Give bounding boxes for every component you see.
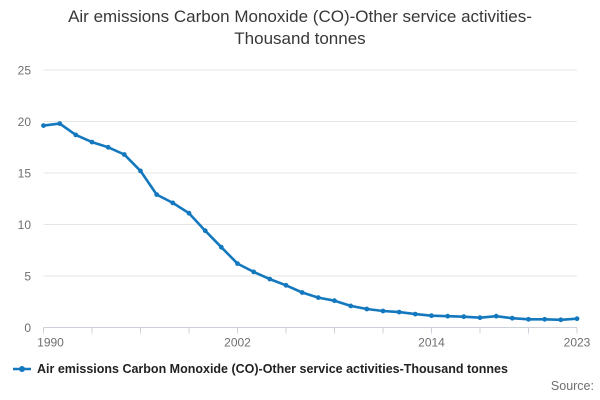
plot-area: 0 5 10 15 20 25 1990 2002 2014 2023 [18, 64, 591, 350]
data-point[interactable] [380, 308, 386, 314]
y-axis-tick-label: 25 [18, 64, 32, 78]
data-point[interactable] [267, 276, 273, 282]
data-point[interactable] [396, 309, 402, 315]
data-point[interactable] [526, 316, 531, 322]
data-point[interactable] [89, 139, 95, 145]
y-axis-tick-label: 15 [18, 167, 32, 181]
data-point[interactable] [542, 316, 548, 322]
data-point[interactable] [315, 295, 321, 300]
data-point[interactable] [332, 298, 337, 304]
x-axis-tick-label: 2002 [224, 336, 251, 350]
y-axis-tick-label: 10 [18, 218, 32, 232]
chart-title: Air emissions Carbon Monoxide (CO)-Other… [0, 6, 600, 50]
x-axis-tick-label: 1990 [37, 336, 64, 350]
y-axis-tick-label: 20 [18, 115, 32, 129]
data-point[interactable] [138, 168, 143, 174]
data-point[interactable] [412, 311, 418, 317]
data-point[interactable] [186, 210, 192, 216]
data-point[interactable] [493, 313, 499, 319]
data-point[interactable] [57, 121, 63, 126]
data-point[interactable] [105, 144, 111, 150]
data-point[interactable] [73, 132, 79, 138]
data-point[interactable] [348, 303, 354, 309]
x-axis-tick-label: 2014 [418, 336, 445, 350]
y-axis-tick-label: 5 [24, 270, 31, 284]
series-line[interactable] [42, 122, 579, 322]
data-point[interactable] [509, 315, 515, 321]
data-point[interactable] [445, 313, 451, 319]
data-point[interactable] [170, 200, 176, 206]
data-point[interactable] [218, 244, 224, 250]
data-point[interactable] [574, 316, 580, 322]
data-point[interactable] [154, 192, 160, 198]
data-point[interactable] [235, 261, 240, 266]
data-point[interactable] [41, 123, 46, 128]
legend-line-marker-icon [13, 366, 31, 372]
data-point[interactable] [251, 269, 257, 275]
source-label: Source: [550, 379, 594, 393]
data-point[interactable] [429, 313, 434, 319]
data-point[interactable] [461, 314, 467, 320]
data-point[interactable] [558, 317, 564, 323]
data-point[interactable] [299, 290, 305, 295]
chart-title-text: Air emissions Carbon Monoxide (CO)-Other… [68, 7, 532, 48]
x-axis-tick-label: 2023 [564, 336, 591, 350]
y-axis-tick-label: 0 [24, 321, 31, 335]
data-point[interactable] [364, 306, 370, 312]
legend-label: Air emissions Carbon Monoxide (CO)-Other… [37, 362, 508, 376]
data-point[interactable] [283, 282, 289, 288]
data-point[interactable] [477, 315, 483, 321]
data-point[interactable] [121, 152, 127, 157]
data-point[interactable] [202, 228, 208, 234]
legend-item[interactable]: Air emissions Carbon Monoxide (CO)-Other… [12, 362, 588, 376]
